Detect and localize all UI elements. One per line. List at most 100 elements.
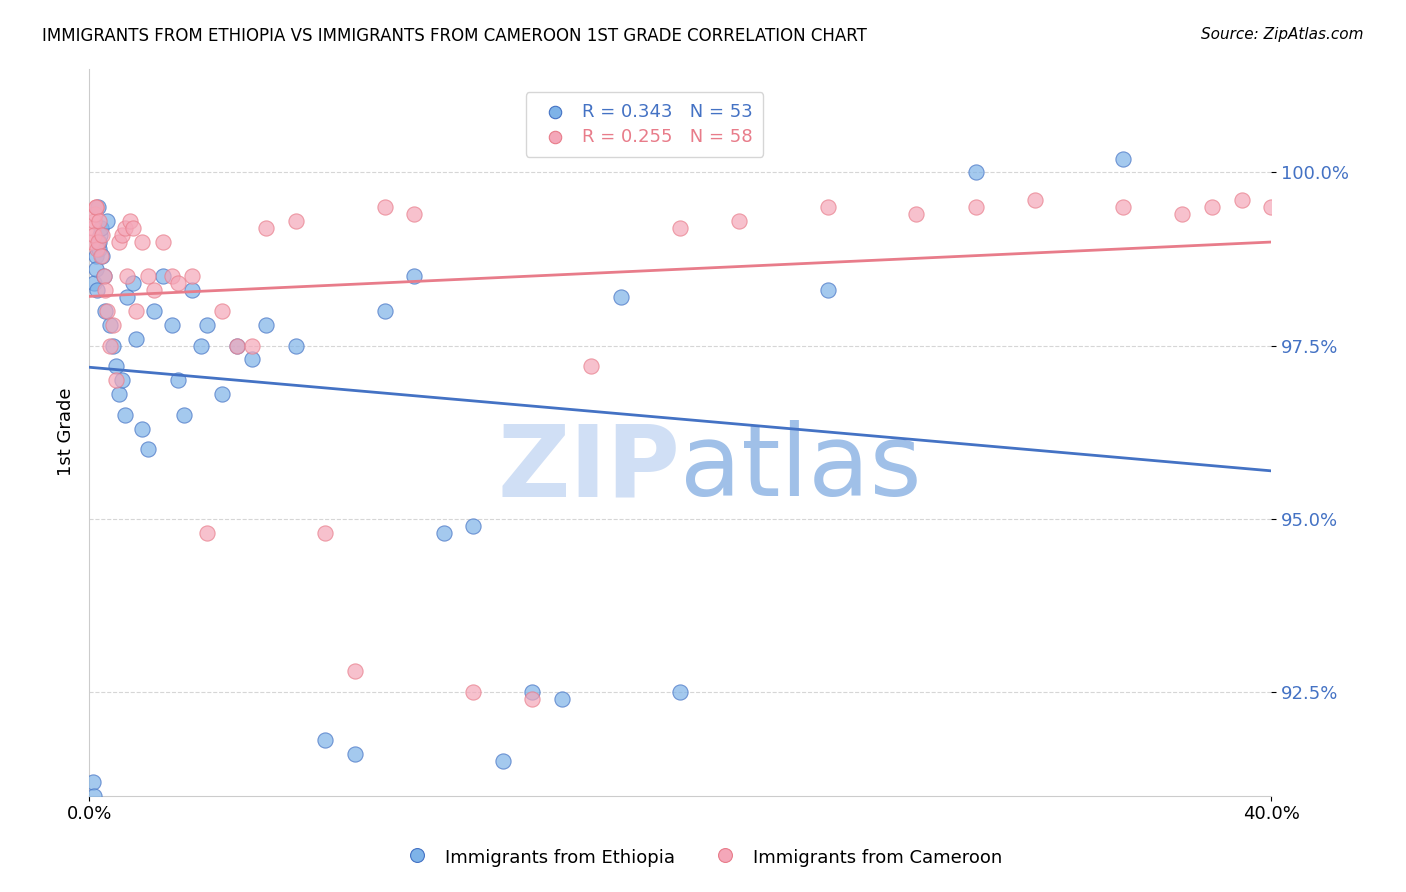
Point <box>131 422 153 436</box>
Point <box>240 352 263 367</box>
Point <box>101 318 124 332</box>
Point <box>1112 200 1135 214</box>
Point <box>669 685 692 699</box>
Point <box>87 200 110 214</box>
Point <box>101 338 124 352</box>
Point <box>1260 200 1282 214</box>
Point <box>91 248 114 262</box>
Point <box>143 283 166 297</box>
Legend: Immigrants from Ethiopia, Immigrants from Cameroon: Immigrants from Ethiopia, Immigrants fro… <box>396 840 1010 874</box>
Point <box>96 214 118 228</box>
Point <box>131 235 153 249</box>
Point <box>117 269 139 284</box>
Point <box>91 227 114 242</box>
Point <box>114 408 136 422</box>
Point <box>374 304 396 318</box>
Point <box>669 220 692 235</box>
Point <box>817 283 839 297</box>
Point <box>98 338 121 352</box>
Point <box>107 387 129 401</box>
Point <box>433 525 456 540</box>
Point <box>152 235 174 249</box>
Point <box>96 304 118 318</box>
Point <box>110 227 132 242</box>
Point <box>83 214 105 228</box>
Point <box>136 442 159 457</box>
Point <box>90 248 112 262</box>
Text: ZIP: ZIP <box>498 420 681 517</box>
Point <box>173 408 195 422</box>
Point <box>87 242 110 256</box>
Point <box>120 214 142 228</box>
Point <box>195 318 218 332</box>
Point <box>284 214 307 228</box>
Point <box>87 235 110 249</box>
Point <box>965 165 987 179</box>
Text: atlas: atlas <box>681 420 922 517</box>
Point <box>160 318 183 332</box>
Point <box>90 220 112 235</box>
Point <box>84 248 107 262</box>
Point <box>117 290 139 304</box>
Point <box>122 277 145 291</box>
Point <box>1230 193 1253 207</box>
Point <box>83 789 105 803</box>
Point <box>817 200 839 214</box>
Point <box>84 200 107 214</box>
Point <box>110 373 132 387</box>
Point <box>98 318 121 332</box>
Point <box>89 227 111 242</box>
Point <box>125 304 148 318</box>
Text: Source: ZipAtlas.com: Source: ZipAtlas.com <box>1201 27 1364 42</box>
Point <box>84 207 107 221</box>
Point <box>160 269 183 284</box>
Point <box>107 235 129 249</box>
Point <box>93 269 115 284</box>
Y-axis label: 1st Grade: 1st Grade <box>58 388 75 476</box>
Point <box>344 747 367 762</box>
Point <box>1289 200 1312 214</box>
Point <box>166 277 188 291</box>
Point <box>1112 152 1135 166</box>
Point <box>240 338 263 352</box>
Point <box>728 214 751 228</box>
Point <box>195 525 218 540</box>
Point <box>314 733 336 747</box>
Point <box>80 235 103 249</box>
Point <box>284 338 307 352</box>
Point <box>136 269 159 284</box>
Point <box>551 691 574 706</box>
Point <box>125 332 148 346</box>
Point <box>152 269 174 284</box>
Point <box>254 220 277 235</box>
Point <box>83 277 105 291</box>
Point <box>404 269 426 284</box>
Point <box>82 220 104 235</box>
Point <box>344 664 367 678</box>
Point <box>93 269 115 284</box>
Point <box>522 685 544 699</box>
Point <box>254 318 277 332</box>
Point <box>89 235 111 249</box>
Point <box>610 290 633 304</box>
Point <box>94 283 117 297</box>
Point <box>314 525 336 540</box>
Point <box>1171 207 1194 221</box>
Point <box>86 242 108 256</box>
Point <box>225 338 247 352</box>
Point <box>86 262 108 277</box>
Point <box>82 775 104 789</box>
Point <box>86 200 108 214</box>
Point <box>1024 193 1046 207</box>
Point <box>86 283 108 297</box>
Point <box>94 304 117 318</box>
Point <box>965 200 987 214</box>
Point <box>374 200 396 214</box>
Point <box>404 207 426 221</box>
Point <box>1201 200 1223 214</box>
Point <box>122 220 145 235</box>
Point <box>492 754 515 768</box>
Point <box>181 269 204 284</box>
Point <box>181 283 204 297</box>
Point <box>463 685 485 699</box>
